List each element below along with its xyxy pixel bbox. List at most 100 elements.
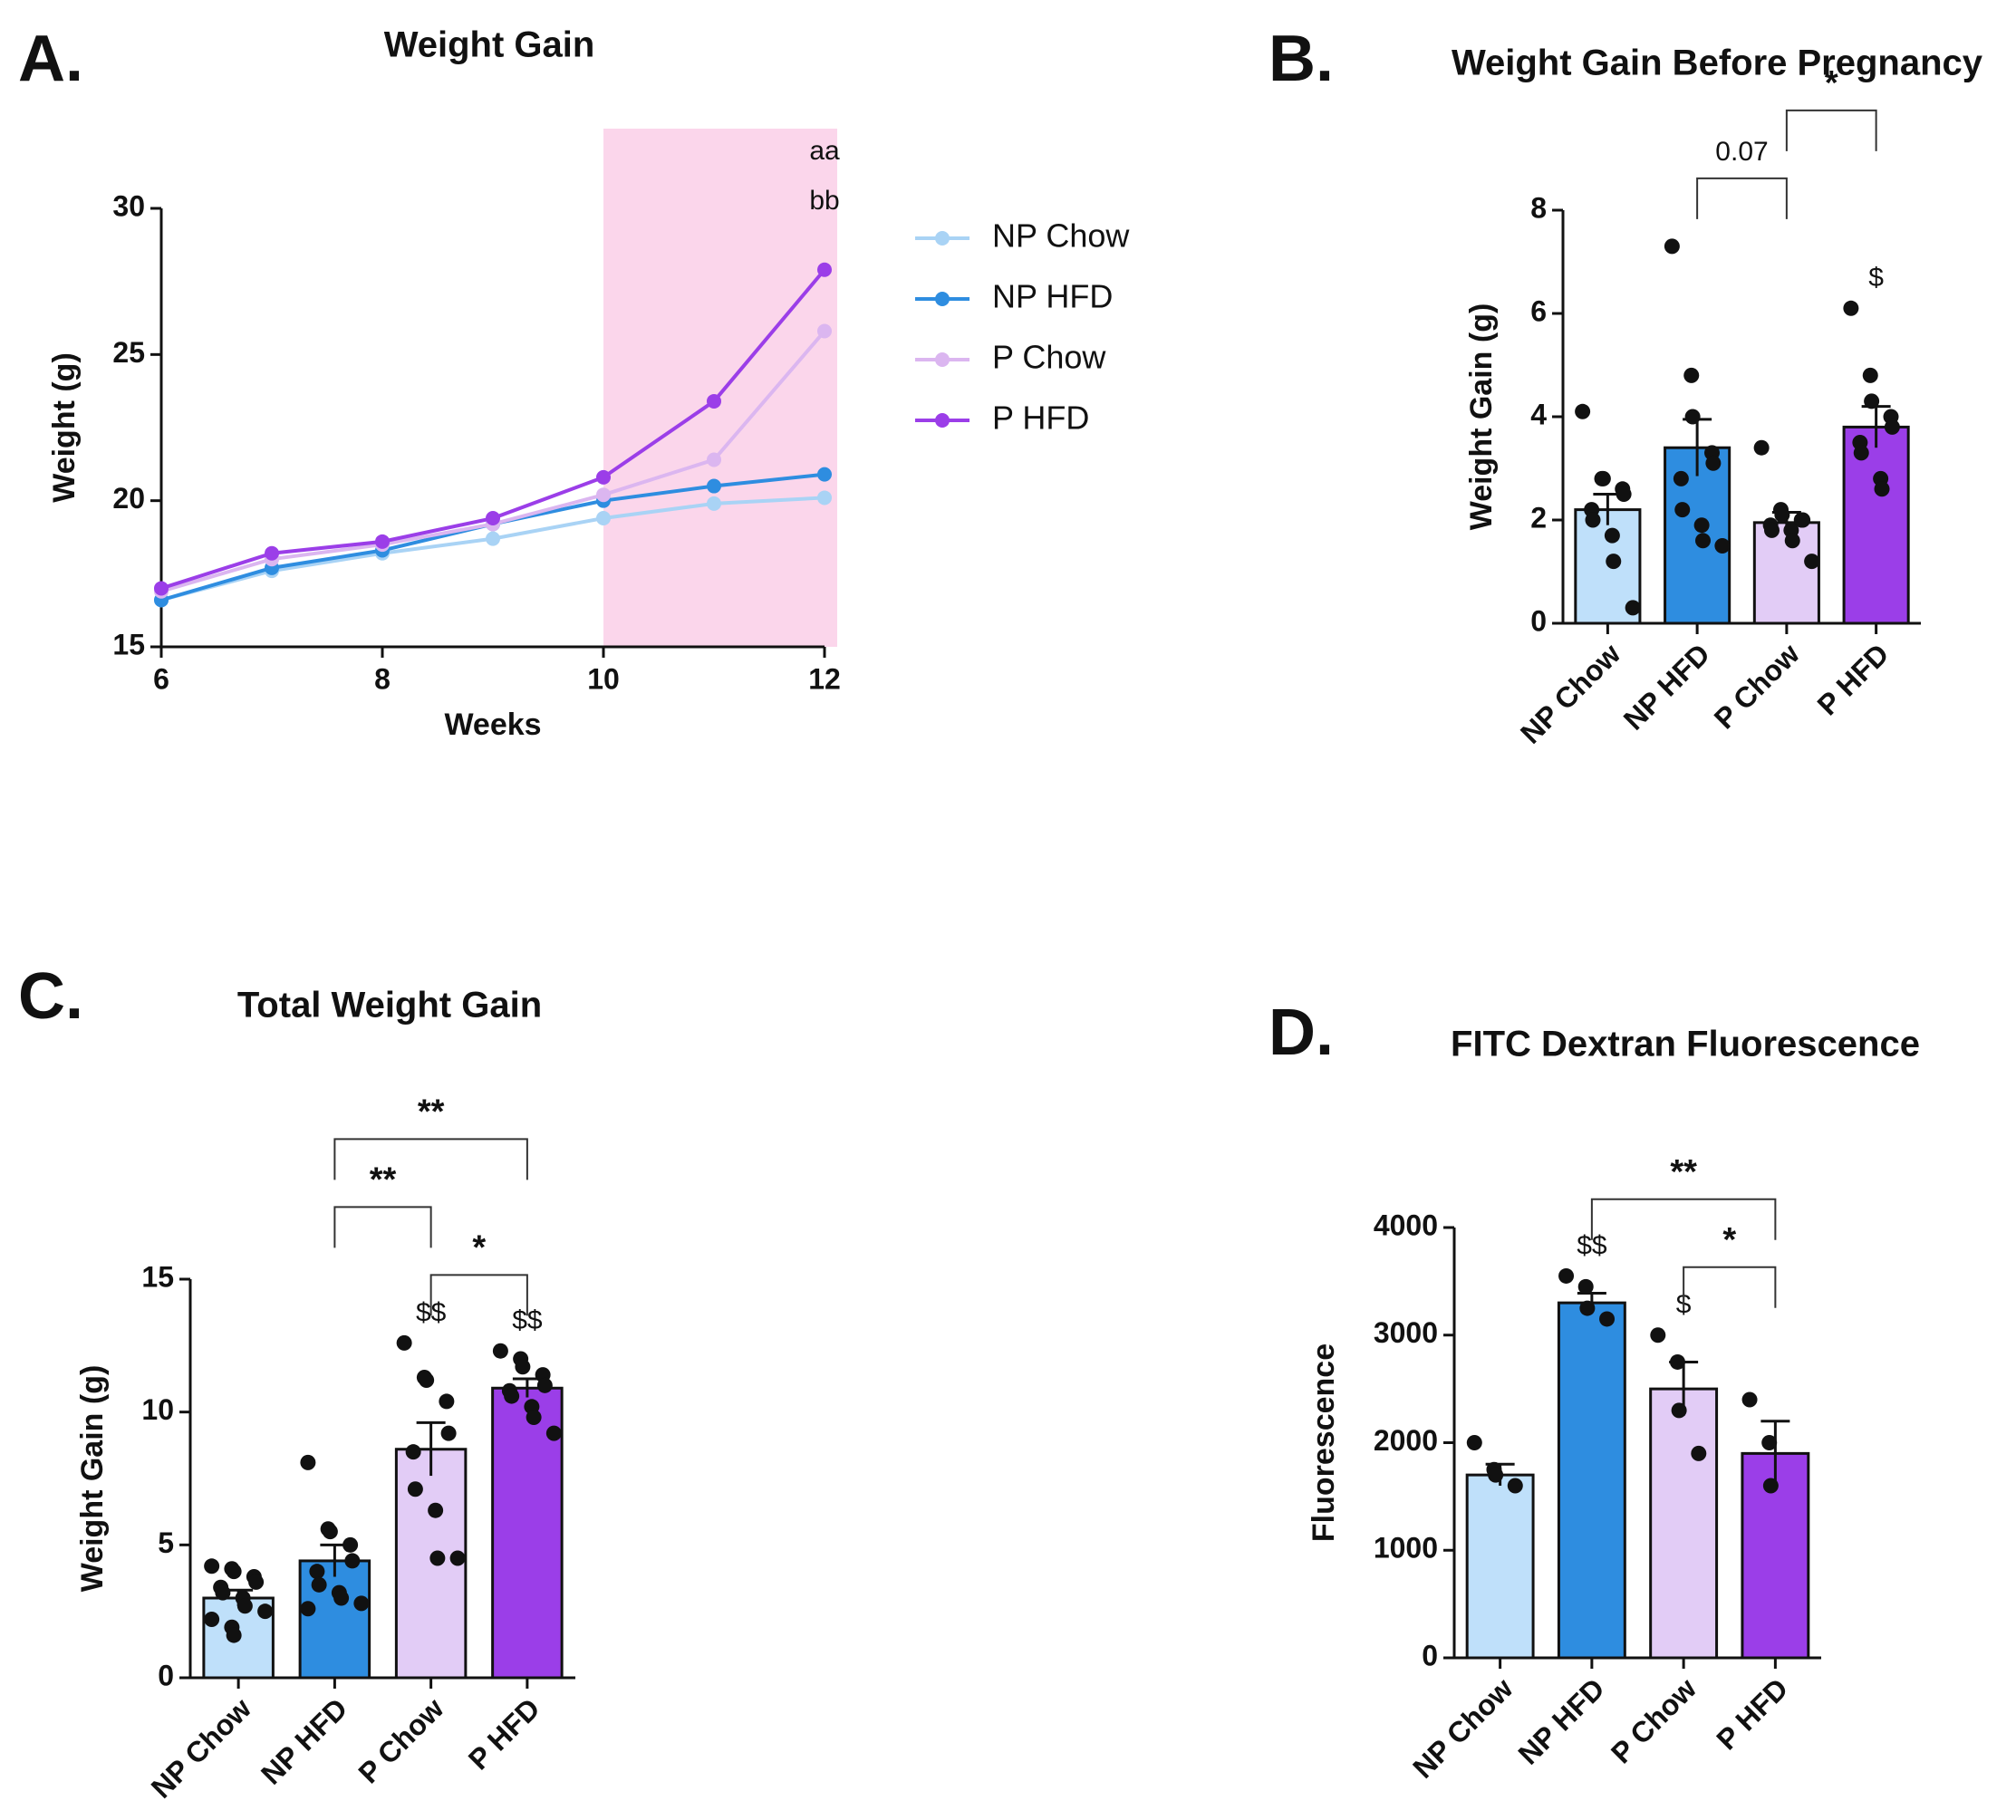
comparison-label: * xyxy=(472,1228,486,1266)
bar xyxy=(298,1559,371,1680)
legend-marker xyxy=(935,292,950,306)
series-marker xyxy=(707,478,721,494)
series-marker xyxy=(817,490,832,506)
data-point xyxy=(257,1603,274,1620)
x-tick-label: P Chow xyxy=(1605,1671,1703,1769)
series-marker xyxy=(596,469,611,485)
series-marker xyxy=(486,531,500,546)
bar xyxy=(1842,425,1910,625)
data-point xyxy=(440,1425,457,1441)
legend-marker xyxy=(935,231,950,246)
bar xyxy=(1465,1473,1535,1660)
data-point xyxy=(1575,403,1591,419)
chart-title: Weight Gain Before Pregnancy xyxy=(1452,43,1983,83)
y-tick-label: 6 xyxy=(1530,294,1547,327)
data-point xyxy=(300,1454,316,1470)
bar-label: $ xyxy=(1868,263,1884,293)
data-point xyxy=(1741,1391,1758,1408)
data-point xyxy=(1874,481,1890,497)
x-tick-label: NP Chow xyxy=(1514,637,1626,749)
y-axis-title: Weight Gain (g) xyxy=(75,1365,110,1593)
series-marker xyxy=(596,511,611,526)
data-point xyxy=(248,1574,265,1590)
comparison-label: * xyxy=(1825,64,1838,102)
data-point xyxy=(333,1590,350,1606)
data-point xyxy=(322,1524,338,1540)
data-point xyxy=(1606,554,1622,570)
data-point xyxy=(1693,517,1710,534)
data-point xyxy=(1853,445,1869,461)
data-point xyxy=(1579,1300,1596,1316)
data-point xyxy=(309,1564,325,1580)
comparison-bracket xyxy=(1696,177,1788,219)
bar xyxy=(1574,508,1642,625)
data-point xyxy=(1616,486,1632,502)
y-tick-label: 5 xyxy=(158,1526,174,1559)
y-tick-label: 8 xyxy=(1530,191,1547,224)
annotation: aa xyxy=(809,136,840,166)
comparison-bracket xyxy=(1590,1198,1777,1240)
data-point xyxy=(1774,506,1790,523)
x-tick-label: NP Chow xyxy=(1406,1671,1519,1784)
y-tick-label: 10 xyxy=(141,1393,174,1426)
legend-label: NP HFD xyxy=(992,278,1113,315)
comparison-bracket xyxy=(333,1138,528,1180)
series-marker xyxy=(817,262,832,277)
data-point xyxy=(1650,1327,1666,1343)
data-point xyxy=(1795,512,1811,528)
legend-marker xyxy=(935,413,950,428)
x-tick-label: 6 xyxy=(153,662,169,695)
data-point xyxy=(1864,393,1880,409)
data-point xyxy=(1466,1435,1482,1450)
comparison-label: * xyxy=(1722,1221,1736,1259)
y-tick-label: 4000 xyxy=(1374,1209,1438,1241)
series-marker xyxy=(486,511,500,526)
chart-title: FITC Dextran Fluorescence xyxy=(1451,1025,1920,1064)
x-tick-label: P HFD xyxy=(462,1691,546,1776)
y-tick-label: 4 xyxy=(1530,398,1547,430)
data-point xyxy=(1604,527,1620,544)
x-tick-label: 8 xyxy=(374,662,391,695)
x-tick-label: P HFD xyxy=(1811,637,1895,721)
panel-label: B. xyxy=(1268,23,1334,95)
comparison-bracket xyxy=(429,1274,528,1316)
legend-label: NP Chow xyxy=(992,217,1130,255)
data-point xyxy=(1705,455,1722,471)
comparison-bracket xyxy=(333,1206,432,1248)
data-point xyxy=(1684,409,1701,425)
legend-label: P HFD xyxy=(992,400,1089,437)
data-point xyxy=(1577,1278,1594,1295)
bar xyxy=(1649,1387,1719,1660)
shaded-region xyxy=(603,129,837,647)
panel-label: A. xyxy=(18,23,83,95)
data-point xyxy=(226,1627,242,1643)
series-marker xyxy=(817,323,832,339)
data-point xyxy=(1664,238,1680,255)
y-tick-label: 1000 xyxy=(1374,1532,1438,1565)
y-tick-label: 0 xyxy=(1422,1639,1438,1671)
y-tick-label: 15 xyxy=(141,1260,174,1293)
data-point xyxy=(1599,1311,1616,1327)
data-point xyxy=(419,1372,435,1388)
x-tick-label: 12 xyxy=(808,662,841,695)
data-point xyxy=(1695,533,1712,549)
y-tick-label: 25 xyxy=(112,336,145,369)
data-point xyxy=(342,1536,359,1553)
data-point xyxy=(1884,419,1900,435)
data-point xyxy=(204,1611,220,1627)
y-tick-label: 0 xyxy=(1530,604,1547,637)
y-tick-label: 0 xyxy=(158,1659,174,1691)
series-marker xyxy=(154,581,169,596)
x-tick-label: P Chow xyxy=(1708,637,1806,735)
comparison-label: ** xyxy=(418,1093,445,1131)
y-tick-label: 30 xyxy=(112,189,145,222)
data-point xyxy=(504,1388,520,1404)
data-point xyxy=(1691,1445,1707,1461)
data-point xyxy=(536,1377,553,1393)
data-point xyxy=(526,1410,542,1426)
x-tick-label: NP Chow xyxy=(145,1691,257,1804)
annotation: bb xyxy=(809,186,839,216)
x-axis-title: Weeks xyxy=(444,708,541,742)
data-point xyxy=(1488,1467,1504,1483)
